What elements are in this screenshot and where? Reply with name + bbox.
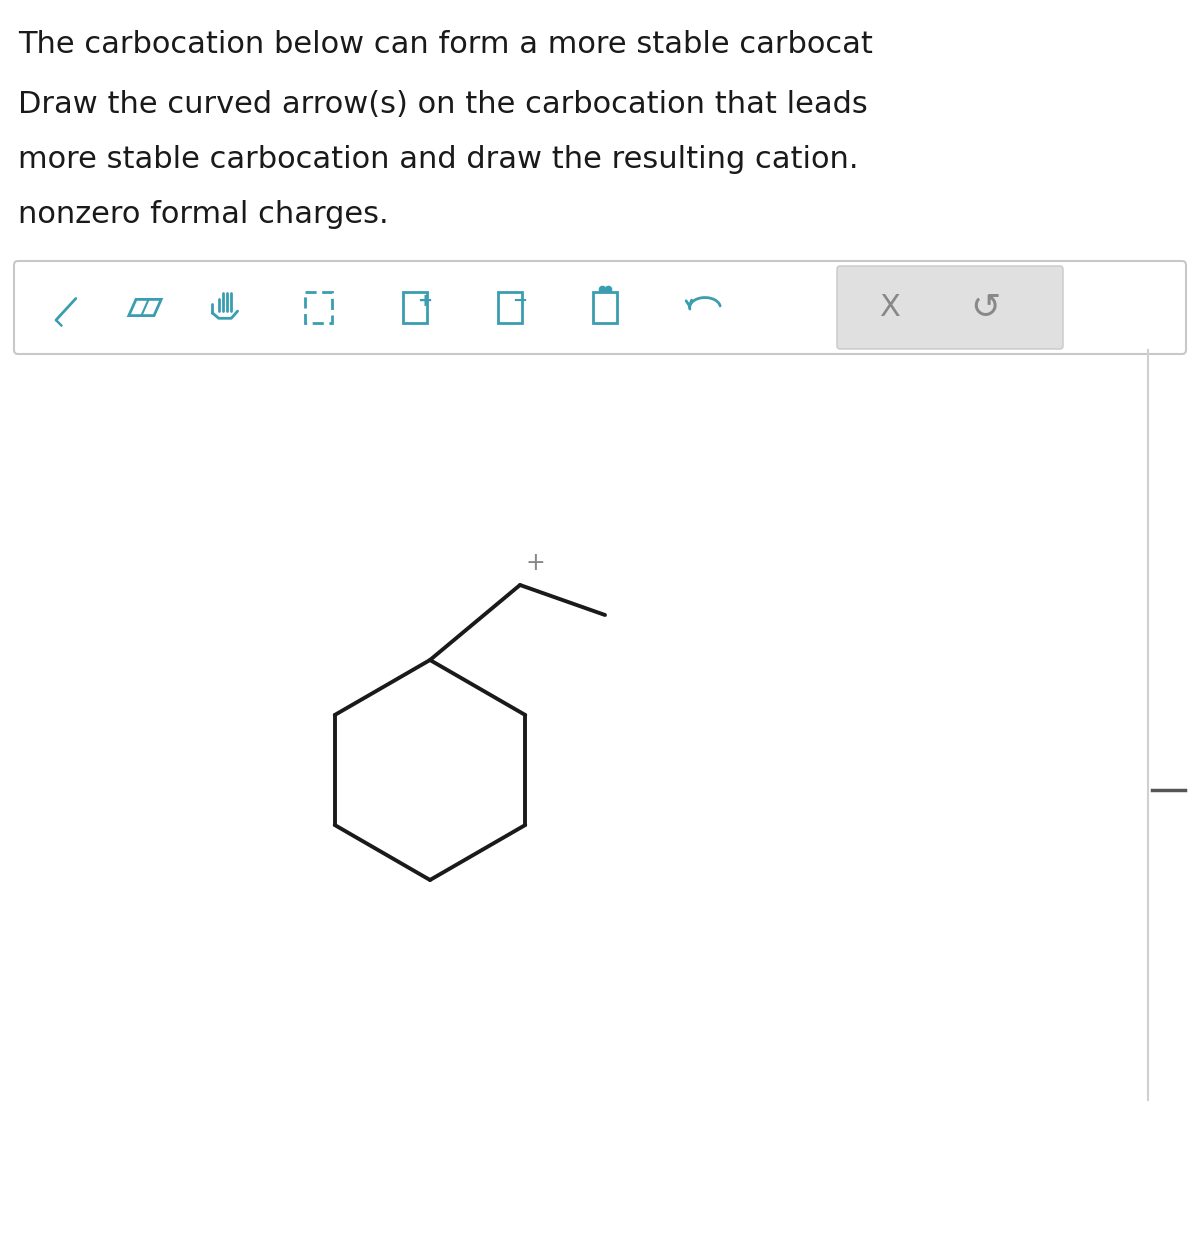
Text: more stable carbocation and draw the resulting cation.: more stable carbocation and draw the res… bbox=[18, 145, 878, 174]
FancyBboxPatch shape bbox=[14, 261, 1186, 353]
Text: +: + bbox=[526, 551, 545, 575]
Bar bbox=[305, 292, 331, 323]
FancyBboxPatch shape bbox=[838, 266, 1063, 349]
Bar bbox=[498, 292, 522, 323]
Text: The carbocation below can form a more stable carbocat: The carbocation below can form a more st… bbox=[18, 30, 872, 59]
Bar bbox=[403, 292, 427, 323]
Text: −: − bbox=[512, 292, 528, 310]
Text: Draw the curved arrow(s) on the carbocation that leads: Draw the curved arrow(s) on the carbocat… bbox=[18, 90, 868, 119]
Text: nonzero formal charges.: nonzero formal charges. bbox=[18, 200, 389, 229]
Bar bbox=[593, 292, 617, 323]
Text: +: + bbox=[418, 292, 432, 310]
Text: X: X bbox=[880, 293, 900, 323]
Text: ↺: ↺ bbox=[970, 290, 1000, 325]
